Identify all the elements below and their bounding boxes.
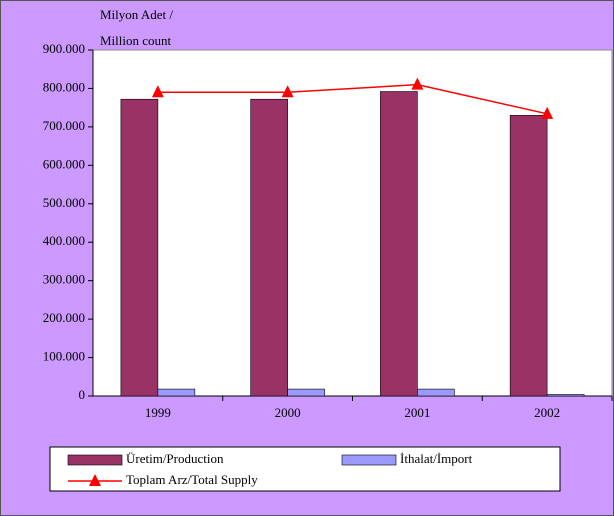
y-tick-label: 500.000 (43, 195, 85, 210)
legend-swatch (341, 454, 397, 466)
x-tick-label: 2000 (275, 405, 301, 420)
point (411, 77, 424, 90)
bar (120, 98, 159, 397)
bar (250, 98, 288, 397)
legend-label: Üretim/Production (126, 451, 224, 466)
point (541, 106, 554, 119)
legend-marker (89, 474, 101, 486)
y-axis-label: Milyon Adet / (100, 7, 173, 22)
y-tick-label: 0 (79, 387, 86, 402)
y-tick-label: 600.000 (43, 156, 85, 171)
x-tick-label: 2002 (534, 405, 560, 420)
y-tick-label: 200.000 (43, 310, 85, 325)
point (281, 85, 294, 98)
bar (417, 388, 455, 397)
point (151, 85, 164, 98)
legend (49, 446, 561, 492)
y-tick-label: 700.000 (43, 118, 85, 133)
legend-label: İthalat/İmport (400, 451, 473, 466)
bar (546, 394, 585, 397)
legend-swatch (67, 454, 123, 466)
y-tick-label: 900.000 (43, 41, 85, 56)
bar (287, 388, 325, 397)
legend-label: Toplam Arz/Total Supply (126, 472, 258, 487)
line (157, 83, 548, 115)
bar (380, 91, 418, 397)
y-tick-label: 100.000 (43, 349, 85, 364)
bar (157, 388, 196, 397)
x-tick-label: 1999 (145, 405, 171, 420)
y-tick-label: 300.000 (43, 272, 85, 287)
y-axis-label: Million count (100, 33, 172, 48)
bar (509, 115, 548, 397)
y-tick-label: 400.000 (43, 233, 85, 248)
x-tick-label: 2001 (404, 405, 430, 420)
y-tick-label: 800.000 (43, 79, 85, 94)
